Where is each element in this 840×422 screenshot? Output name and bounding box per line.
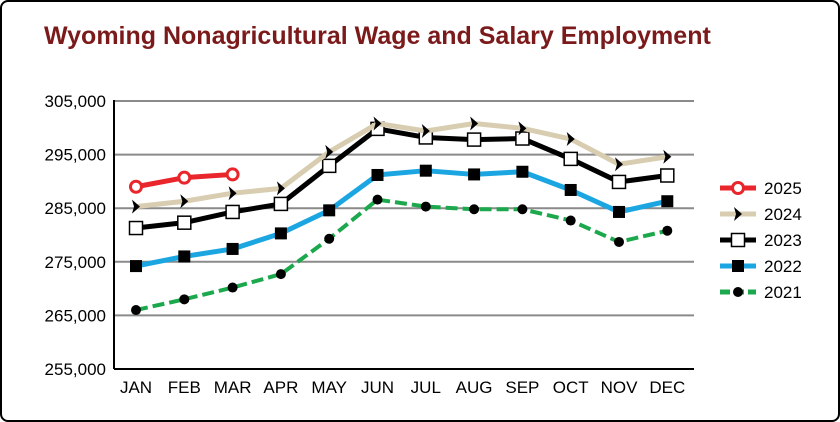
data-point-2021-NOV (614, 236, 624, 247)
data-point-2025-MAR (225, 167, 240, 182)
data-point-2022-AUG (468, 168, 481, 181)
data-point-2023-MAR (225, 204, 240, 220)
series-line-2021 (135, 197, 668, 312)
data-point-2022-SEP (516, 165, 529, 178)
data-point-2024-APR (276, 181, 285, 196)
x-tick-label: JAN (120, 378, 152, 397)
legend-marker (734, 207, 742, 221)
data-point-2022-JAN (130, 260, 142, 273)
data-point-2022-OCT (564, 183, 577, 196)
data-point-2022-MAR (226, 242, 239, 255)
y-tick-label: 265,000 (45, 306, 106, 325)
data-point-2023-APR (273, 196, 289, 212)
x-tick-label: FEB (168, 378, 201, 397)
series-2024 (132, 116, 672, 214)
data-point-2023-DEC (660, 168, 675, 183)
data-point-2024-FEB (180, 194, 189, 209)
data-point-2024-JUL (421, 124, 430, 139)
series-2025 (129, 167, 240, 194)
data-point-2021-APR (275, 269, 286, 280)
series-line-2024 (135, 121, 668, 210)
legend-marker (730, 232, 746, 248)
data-point-2023-SEP (515, 131, 530, 146)
legend-item-2022: 2022 (720, 257, 802, 276)
data-point-2021-SEP (517, 204, 528, 215)
legend-label: 2025 (764, 179, 802, 198)
data-point-2021-JAN (131, 305, 141, 316)
x-tick-label: AUG (456, 378, 493, 397)
data-point-2022-MAY (323, 204, 336, 217)
data-point-2022-JUL (419, 164, 432, 177)
data-point-2021-MAR (227, 282, 238, 293)
grid-lines (114, 100, 694, 317)
series-2021 (131, 194, 673, 316)
chart-title: Wyoming Nonagricultural Wage and Salary … (44, 22, 711, 50)
y-tick-label: 305,000 (45, 92, 106, 111)
legend-label: 2024 (764, 205, 802, 224)
y-tick-label: 285,000 (45, 199, 106, 218)
data-point-2021-DEC (662, 225, 673, 236)
data-point-2023-NOV (611, 174, 627, 190)
series-line-2022 (135, 168, 668, 269)
data-point-2022-APR (274, 227, 287, 240)
x-tick-label: MAY (311, 378, 347, 397)
y-tick-label: 255,000 (45, 360, 106, 379)
x-tick-label: MAR (214, 378, 252, 397)
data-point-2021-FEB (179, 294, 190, 305)
legend-label: 2023 (764, 231, 802, 250)
series-2023 (128, 121, 675, 236)
series-line-2023 (135, 126, 668, 231)
data-point-2023-AUG (466, 132, 482, 147)
x-tick-label: JUL (411, 378, 441, 397)
legend-item-2024: 2024 (720, 205, 802, 224)
data-point-2024-OCT (566, 132, 575, 147)
data-point-2024-MAY (325, 144, 334, 159)
data-point-2024-DEC (663, 149, 672, 164)
data-point-2024-JUN (373, 116, 382, 131)
data-point-2022-FEB (178, 250, 191, 263)
data-point-2022-JUN (371, 168, 384, 181)
axes: 255,000 265,000 275,000 285,000 295,000 305,0… (45, 92, 694, 397)
data-point-2024-MAR (228, 186, 237, 201)
legend: 2025 2024 2023 2022 2021 (720, 179, 802, 302)
series-group (128, 116, 675, 316)
legend-marker (732, 260, 744, 272)
x-tick-label: DEC (649, 378, 685, 397)
x-tick-label: SEP (505, 378, 539, 397)
x-tick-label: OCT (553, 378, 589, 397)
data-point-2023-MAY (321, 158, 337, 174)
data-point-2024-AUG (470, 116, 479, 131)
data-point-2021-MAY (324, 233, 335, 244)
data-point-2021-OCT (565, 215, 576, 226)
data-point-2021-JUL (420, 201, 431, 212)
legend-label: 2021 (764, 283, 802, 302)
data-point-2025-FEB (177, 170, 192, 185)
y-tick-label: 295,000 (45, 146, 106, 165)
data-point-2024-JAN (132, 199, 140, 214)
data-point-2021-JUN (372, 194, 383, 205)
data-point-2024-NOV (615, 157, 623, 172)
data-point-2023-OCT (563, 151, 578, 167)
legend-item-2023: 2023 (720, 231, 802, 250)
data-point-2021-AUG (469, 204, 480, 215)
legend-marker (731, 181, 745, 195)
legend-item-2021: 2021 (720, 283, 802, 302)
y-tick-label: 275,000 (45, 253, 106, 272)
data-point-2023-FEB (177, 215, 192, 230)
legend-item-2025: 2025 (720, 179, 802, 198)
data-point-2022-DEC (661, 195, 674, 208)
data-point-2022-NOV (613, 205, 625, 218)
legend-label: 2022 (764, 257, 802, 276)
x-tick-label: JUN (361, 378, 394, 397)
data-point-2025-JAN (129, 179, 143, 194)
x-tick-label: NOV (601, 378, 639, 397)
data-point-2023-JAN (128, 220, 144, 236)
legend-marker (733, 287, 743, 297)
series-2022 (130, 164, 674, 273)
data-point-2024-SEP (518, 121, 527, 136)
x-tick-label: APR (263, 378, 298, 397)
